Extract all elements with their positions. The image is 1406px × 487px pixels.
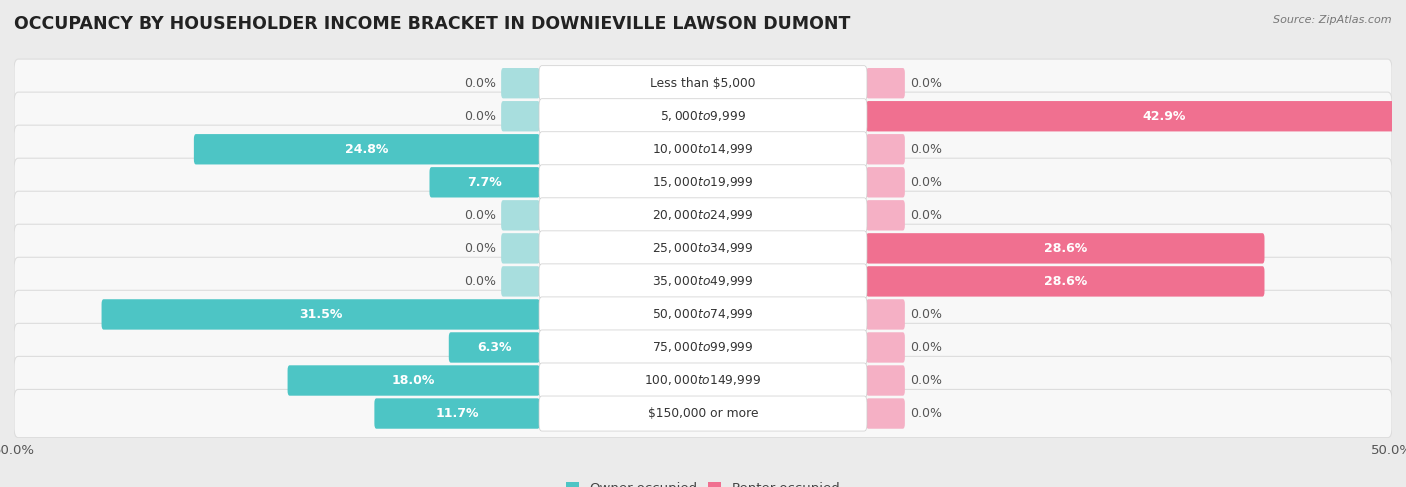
- Text: 0.0%: 0.0%: [910, 341, 942, 354]
- FancyBboxPatch shape: [538, 396, 868, 431]
- Text: $50,000 to $74,999: $50,000 to $74,999: [652, 307, 754, 321]
- Text: $20,000 to $24,999: $20,000 to $24,999: [652, 208, 754, 223]
- Text: 0.0%: 0.0%: [464, 77, 496, 90]
- Text: 0.0%: 0.0%: [464, 110, 496, 123]
- Text: $75,000 to $99,999: $75,000 to $99,999: [652, 340, 754, 355]
- FancyBboxPatch shape: [538, 198, 868, 233]
- FancyBboxPatch shape: [14, 158, 1392, 206]
- FancyBboxPatch shape: [14, 125, 1392, 173]
- FancyBboxPatch shape: [429, 167, 540, 198]
- Text: $150,000 or more: $150,000 or more: [648, 407, 758, 420]
- Text: 28.6%: 28.6%: [1043, 275, 1087, 288]
- FancyBboxPatch shape: [101, 299, 540, 330]
- FancyBboxPatch shape: [14, 290, 1392, 338]
- Text: $25,000 to $34,999: $25,000 to $34,999: [652, 242, 754, 255]
- Text: 0.0%: 0.0%: [910, 374, 942, 387]
- Text: $15,000 to $19,999: $15,000 to $19,999: [652, 175, 754, 189]
- FancyBboxPatch shape: [866, 233, 1264, 263]
- Text: 0.0%: 0.0%: [910, 308, 942, 321]
- FancyBboxPatch shape: [374, 398, 540, 429]
- Text: 6.3%: 6.3%: [477, 341, 512, 354]
- FancyBboxPatch shape: [866, 299, 905, 330]
- Text: 18.0%: 18.0%: [392, 374, 436, 387]
- Text: OCCUPANCY BY HOUSEHOLDER INCOME BRACKET IN DOWNIEVILLE LAWSON DUMONT: OCCUPANCY BY HOUSEHOLDER INCOME BRACKET …: [14, 15, 851, 33]
- FancyBboxPatch shape: [14, 390, 1392, 438]
- FancyBboxPatch shape: [14, 257, 1392, 305]
- Text: 24.8%: 24.8%: [344, 143, 388, 156]
- FancyBboxPatch shape: [866, 101, 1406, 131]
- FancyBboxPatch shape: [501, 200, 540, 230]
- Text: Less than $5,000: Less than $5,000: [650, 77, 756, 90]
- Text: 7.7%: 7.7%: [467, 176, 502, 189]
- FancyBboxPatch shape: [538, 330, 868, 365]
- FancyBboxPatch shape: [866, 332, 905, 363]
- FancyBboxPatch shape: [866, 68, 905, 98]
- FancyBboxPatch shape: [866, 365, 905, 396]
- FancyBboxPatch shape: [866, 200, 905, 230]
- Text: 31.5%: 31.5%: [299, 308, 342, 321]
- Text: 28.6%: 28.6%: [1043, 242, 1087, 255]
- FancyBboxPatch shape: [538, 132, 868, 167]
- Text: 0.0%: 0.0%: [910, 176, 942, 189]
- Text: 0.0%: 0.0%: [464, 209, 496, 222]
- Text: 0.0%: 0.0%: [910, 77, 942, 90]
- FancyBboxPatch shape: [449, 332, 540, 363]
- FancyBboxPatch shape: [194, 134, 540, 165]
- Text: $5,000 to $9,999: $5,000 to $9,999: [659, 109, 747, 123]
- Text: 0.0%: 0.0%: [910, 143, 942, 156]
- FancyBboxPatch shape: [538, 363, 868, 398]
- Text: 0.0%: 0.0%: [464, 242, 496, 255]
- FancyBboxPatch shape: [538, 66, 868, 101]
- Text: 0.0%: 0.0%: [464, 275, 496, 288]
- FancyBboxPatch shape: [14, 224, 1392, 273]
- FancyBboxPatch shape: [538, 231, 868, 266]
- FancyBboxPatch shape: [14, 323, 1392, 372]
- Text: $35,000 to $49,999: $35,000 to $49,999: [652, 274, 754, 288]
- FancyBboxPatch shape: [14, 191, 1392, 240]
- Text: 42.9%: 42.9%: [1142, 110, 1185, 123]
- FancyBboxPatch shape: [288, 365, 540, 396]
- Text: 0.0%: 0.0%: [910, 209, 942, 222]
- FancyBboxPatch shape: [501, 68, 540, 98]
- FancyBboxPatch shape: [14, 356, 1392, 405]
- FancyBboxPatch shape: [866, 134, 905, 165]
- FancyBboxPatch shape: [501, 266, 540, 297]
- FancyBboxPatch shape: [501, 233, 540, 263]
- Text: 0.0%: 0.0%: [910, 407, 942, 420]
- FancyBboxPatch shape: [538, 165, 868, 200]
- FancyBboxPatch shape: [501, 101, 540, 131]
- FancyBboxPatch shape: [866, 167, 905, 198]
- Text: 11.7%: 11.7%: [436, 407, 479, 420]
- FancyBboxPatch shape: [538, 264, 868, 299]
- FancyBboxPatch shape: [866, 398, 905, 429]
- FancyBboxPatch shape: [538, 297, 868, 332]
- Legend: Owner-occupied, Renter-occupied: Owner-occupied, Renter-occupied: [560, 476, 846, 487]
- Text: $100,000 to $149,999: $100,000 to $149,999: [644, 374, 762, 388]
- Text: Source: ZipAtlas.com: Source: ZipAtlas.com: [1274, 15, 1392, 25]
- FancyBboxPatch shape: [538, 99, 868, 134]
- FancyBboxPatch shape: [14, 59, 1392, 107]
- Text: $10,000 to $14,999: $10,000 to $14,999: [652, 142, 754, 156]
- FancyBboxPatch shape: [866, 266, 1264, 297]
- FancyBboxPatch shape: [14, 92, 1392, 140]
